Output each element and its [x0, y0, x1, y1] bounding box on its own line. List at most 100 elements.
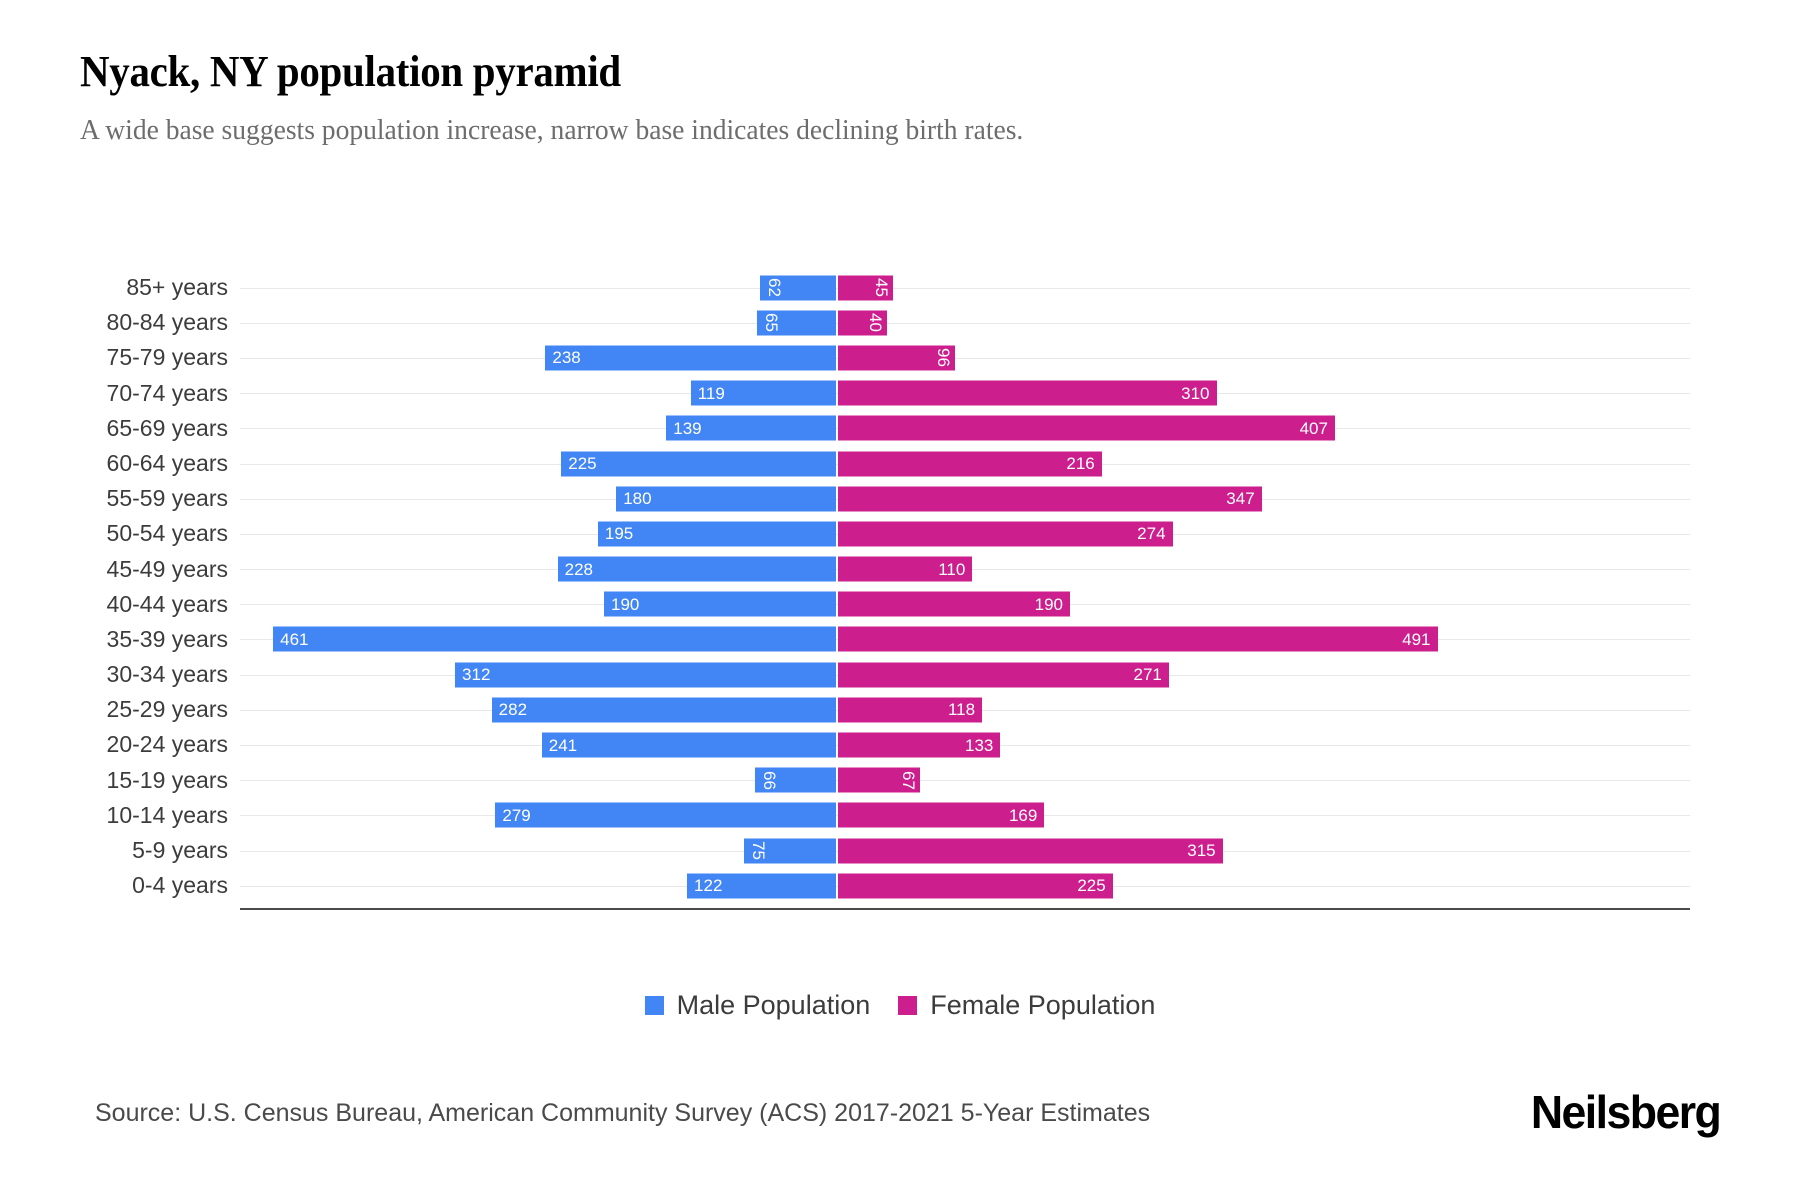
- bar-male[interactable]: 279: [495, 802, 836, 828]
- bar-value-male: 225: [568, 454, 597, 474]
- bar-female[interactable]: 110: [838, 556, 973, 582]
- pyramid-row: 80-84 years 65 40: [80, 305, 1730, 340]
- plot-area: 85+ years 62 45 80-84 years 65 40 75-79 years 2…: [80, 270, 1730, 910]
- bar-male[interactable]: 228: [557, 556, 836, 582]
- chart-legend: Male Population Female Population: [0, 990, 1800, 1021]
- row-bars: 122 225: [80, 868, 1730, 903]
- bar-male[interactable]: 312: [455, 662, 836, 688]
- age-group-label: 10-14 years: [106, 801, 228, 828]
- age-group-label: 25-29 years: [106, 696, 228, 723]
- age-group-label: 40-44 years: [106, 590, 228, 617]
- bar-male[interactable]: 241: [541, 732, 836, 758]
- age-group-label: 50-54 years: [106, 520, 228, 547]
- bar-male[interactable]: 122: [687, 873, 836, 899]
- bar-value-male: 279: [502, 805, 531, 825]
- brand-logo: Neilsberg: [1530, 1086, 1722, 1138]
- chart-footer: Source: U.S. Census Bureau, American Com…: [0, 1085, 1800, 1155]
- bar-female[interactable]: 347: [838, 486, 1262, 512]
- bar-value-female: 407: [1299, 418, 1328, 438]
- bar-female[interactable]: 491: [838, 626, 1438, 652]
- pyramid-row: 20-24 years 241 133: [80, 727, 1730, 762]
- bar-male[interactable]: 282: [491, 697, 836, 723]
- age-group-label: 70-74 years: [106, 379, 228, 406]
- legend-item-female[interactable]: Female Population: [898, 990, 1155, 1021]
- pyramid-row: 45-49 years 228 110: [80, 552, 1730, 587]
- bar-value-male: 282: [498, 700, 528, 720]
- bar-value-female: 491: [1402, 629, 1431, 649]
- bar-value-male: 241: [548, 735, 578, 755]
- bar-male[interactable]: 75: [744, 838, 836, 864]
- bar-value-male: 228: [564, 559, 593, 579]
- bar-male[interactable]: 66: [755, 767, 836, 793]
- age-group-label: 85+ years: [126, 274, 228, 300]
- bar-female[interactable]: 133: [838, 732, 1001, 758]
- bar-value-male: 122: [694, 876, 723, 896]
- bar-male[interactable]: 119: [690, 380, 836, 406]
- age-group-label: 60-64 years: [106, 449, 228, 476]
- bar-female[interactable]: 40: [838, 310, 887, 336]
- bar-value-male: 139: [673, 418, 702, 438]
- bar-male[interactable]: 180: [616, 486, 836, 512]
- bar-value-female: 96: [934, 348, 954, 368]
- bar-female[interactable]: 271: [838, 662, 1169, 688]
- pyramid-row: 35-39 years 461 491: [80, 622, 1730, 657]
- chart-subtitle: A wide base suggests population increase…: [80, 114, 1024, 146]
- bar-male[interactable]: 195: [597, 521, 836, 547]
- pyramid-row: 5-9 years 75 315: [80, 833, 1730, 868]
- legend-item-male[interactable]: Male Population: [644, 990, 871, 1021]
- bar-female[interactable]: 315: [838, 838, 1223, 864]
- bar-value-female: 40: [865, 313, 885, 333]
- bar-value-female: 310: [1181, 383, 1210, 403]
- legend-swatch-male-icon: [644, 996, 664, 1015]
- row-bars: 65 40: [80, 305, 1730, 340]
- bar-male[interactable]: 225: [561, 451, 836, 477]
- pyramid-row: 10-14 years 279 169: [80, 798, 1730, 833]
- pyramid-row: 65-69 years 139 407: [80, 411, 1730, 446]
- bar-value-female: 169: [1008, 805, 1038, 825]
- bar-female[interactable]: 67: [838, 767, 920, 793]
- bar-female[interactable]: 225: [838, 873, 1113, 899]
- bar-value-female: 133: [965, 735, 994, 755]
- age-group-label: 75-79 years: [106, 344, 228, 371]
- pyramid-row: 30-34 years 312 271: [80, 657, 1730, 692]
- pyramid-row: 70-74 years 119 310: [80, 376, 1730, 411]
- bar-female[interactable]: 190: [838, 591, 1070, 617]
- bar-male[interactable]: 139: [666, 415, 836, 441]
- age-group-label: 15-19 years: [106, 766, 228, 793]
- bar-value-male: 66: [760, 770, 780, 790]
- bar-value-male: 180: [623, 489, 652, 509]
- bar-female[interactable]: 118: [838, 697, 983, 723]
- pyramid-row: 60-64 years 225 216: [80, 446, 1730, 481]
- row-bars: 139 407: [80, 411, 1730, 446]
- row-bars: 241 133: [80, 727, 1730, 762]
- bar-value-female: 67: [898, 770, 918, 790]
- row-bars: 238 96: [80, 340, 1730, 375]
- bar-female[interactable]: 96: [838, 345, 956, 371]
- bar-value-male: 65: [761, 313, 781, 333]
- gridline: [240, 287, 1690, 289]
- axis-baseline: [240, 908, 1690, 910]
- bar-male[interactable]: 190: [604, 591, 836, 617]
- bar-male[interactable]: 461: [273, 626, 836, 652]
- bar-female[interactable]: 274: [838, 521, 1173, 547]
- gridline: [240, 357, 1690, 359]
- bar-female[interactable]: 169: [838, 802, 1045, 828]
- bar-female[interactable]: 45: [838, 275, 893, 301]
- chart-header: Nyack, NY population pyramid A wide base…: [80, 46, 1720, 148]
- bar-male[interactable]: 238: [545, 345, 836, 371]
- bar-value-male: 62: [765, 278, 785, 298]
- bar-value-female: 45: [871, 278, 891, 298]
- bar-male[interactable]: 65: [756, 310, 836, 336]
- age-group-label: 20-24 years: [106, 731, 228, 758]
- row-bars: 228 110: [80, 552, 1730, 587]
- bar-female[interactable]: 216: [838, 451, 1102, 477]
- bar-value-male: 119: [697, 383, 725, 403]
- legend-label-male: Male Population: [676, 990, 871, 1020]
- bar-value-female: 118: [947, 700, 976, 720]
- bar-female[interactable]: 310: [838, 380, 1217, 406]
- bar-female[interactable]: 407: [838, 415, 1335, 441]
- bar-value-female: 274: [1137, 524, 1166, 544]
- bar-male[interactable]: 62: [760, 275, 836, 301]
- pyramid-row: 40-44 years 190 190: [80, 587, 1730, 622]
- age-group-label: 30-34 years: [106, 661, 228, 688]
